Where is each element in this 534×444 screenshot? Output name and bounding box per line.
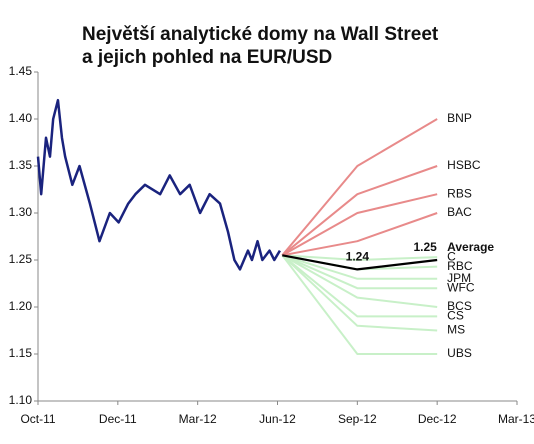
line [281, 193, 438, 257]
chart-title: Největší analytické domy na Wall Street [82, 24, 439, 45]
line [281, 165, 438, 257]
y-tick-label: 1.15 [9, 346, 33, 360]
line [281, 254, 438, 332]
series-label: C [447, 249, 456, 263]
line [282, 212, 438, 257]
data-label: 1.25 [413, 240, 437, 254]
y-tick-label: 1.20 [9, 299, 33, 313]
x-tick-label: Dec-12 [418, 412, 457, 426]
series-label: Average [447, 240, 494, 254]
data-label: 1.24 [346, 250, 370, 264]
line [281, 118, 438, 256]
x-tick-label: Sep-12 [338, 412, 377, 426]
x-tick-label: Jun-12 [259, 412, 296, 426]
series-label: BCS [447, 299, 472, 313]
y-tick-label: 1.10 [9, 393, 33, 407]
series-label: JPM [447, 271, 471, 285]
y-tick-label: 1.30 [9, 205, 33, 219]
series-label: CS [447, 309, 464, 323]
series-label: RBS [447, 186, 472, 200]
line [36, 98, 281, 271]
line [281, 254, 438, 355]
x-tick-label: Oct-11 [20, 412, 55, 426]
series-label: RBC [447, 259, 473, 273]
line [282, 254, 438, 261]
line [281, 254, 438, 280]
series-label: MS [447, 323, 465, 337]
series-label: WFC [447, 280, 475, 294]
series-label: BAC [447, 205, 472, 219]
line [281, 254, 438, 290]
y-tick-label: 1.45 [9, 64, 33, 78]
chart-title: a jejich pohled na EUR/USD [82, 47, 332, 68]
x-tick-label: Mar-12 [179, 412, 217, 426]
y-tick-label: 1.25 [9, 252, 33, 266]
line [281, 254, 438, 318]
y-tick-label: 1.35 [9, 158, 33, 172]
line [281, 254, 438, 308]
series-label: UBS [447, 346, 472, 360]
line [282, 254, 438, 271]
x-tick-label: Dec-11 [99, 412, 137, 426]
series-label: BNP [447, 111, 472, 125]
y-tick-label: 1.40 [9, 111, 33, 125]
series-label: HSBC [447, 158, 481, 172]
x-tick-label: Mar-13 [498, 412, 534, 426]
